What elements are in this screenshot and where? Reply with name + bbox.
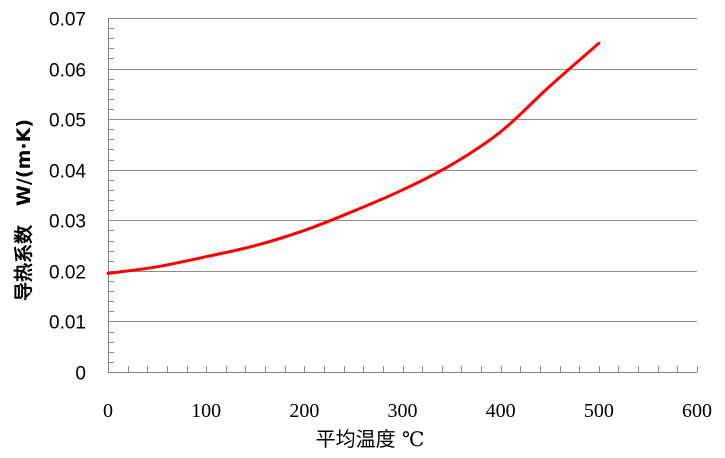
gridlines bbox=[108, 18, 697, 322]
x-tick-label: 500 bbox=[584, 400, 614, 422]
x-tick-label: 200 bbox=[289, 400, 319, 422]
x-tick-label: 0 bbox=[103, 400, 113, 422]
x-tick-label: 400 bbox=[486, 400, 516, 422]
series-line bbox=[106, 41, 601, 275]
minor-ticks bbox=[108, 18, 698, 373]
y-tick-labels: 0 0.01 0.02 0.03 0.04 0.05 0.06 0.07 bbox=[49, 10, 86, 385]
series-group bbox=[106, 41, 601, 275]
y-tick-label: 0.06 bbox=[49, 61, 86, 82]
y-tick-label: 0.05 bbox=[49, 111, 86, 132]
y-tick-label: 0.04 bbox=[49, 162, 86, 183]
y-tick-label: 0.03 bbox=[49, 212, 86, 233]
x-tick-label: 300 bbox=[388, 400, 418, 422]
x-tick-label: 600 bbox=[682, 400, 712, 422]
x-tick-labels: 0 100 200 300 400 500 600 bbox=[103, 400, 712, 422]
y-axis-label: 导热系数 W/(m·K) bbox=[12, 119, 35, 301]
x-axis-label: 平均温度 ℃ bbox=[316, 427, 425, 451]
y-tick-label: 0.02 bbox=[49, 263, 86, 284]
y-tick-label: 0 bbox=[75, 364, 86, 385]
x-tick-label: 100 bbox=[191, 400, 221, 422]
y-tick-label: 0.07 bbox=[49, 10, 86, 31]
y-tick-label: 0.01 bbox=[49, 313, 86, 334]
